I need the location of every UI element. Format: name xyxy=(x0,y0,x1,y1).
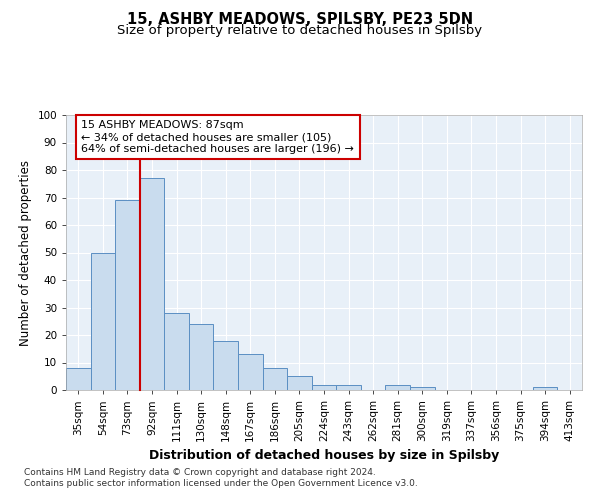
Bar xyxy=(140,178,164,390)
Bar xyxy=(312,384,336,390)
Bar xyxy=(66,368,91,390)
Text: Contains HM Land Registry data © Crown copyright and database right 2024.
Contai: Contains HM Land Registry data © Crown c… xyxy=(24,468,418,487)
Bar xyxy=(238,354,263,390)
Y-axis label: Number of detached properties: Number of detached properties xyxy=(19,160,32,346)
Bar xyxy=(410,387,434,390)
Bar xyxy=(214,340,238,390)
Bar xyxy=(115,200,140,390)
Bar xyxy=(164,313,189,390)
Bar xyxy=(263,368,287,390)
Text: 15, ASHBY MEADOWS, SPILSBY, PE23 5DN: 15, ASHBY MEADOWS, SPILSBY, PE23 5DN xyxy=(127,12,473,28)
Text: 15 ASHBY MEADOWS: 87sqm
← 34% of detached houses are smaller (105)
64% of semi-d: 15 ASHBY MEADOWS: 87sqm ← 34% of detache… xyxy=(82,120,355,154)
Bar xyxy=(533,387,557,390)
Bar xyxy=(287,376,312,390)
Bar xyxy=(336,384,361,390)
Bar xyxy=(91,252,115,390)
Bar xyxy=(189,324,214,390)
X-axis label: Distribution of detached houses by size in Spilsby: Distribution of detached houses by size … xyxy=(149,450,499,462)
Bar xyxy=(385,384,410,390)
Text: Size of property relative to detached houses in Spilsby: Size of property relative to detached ho… xyxy=(118,24,482,37)
